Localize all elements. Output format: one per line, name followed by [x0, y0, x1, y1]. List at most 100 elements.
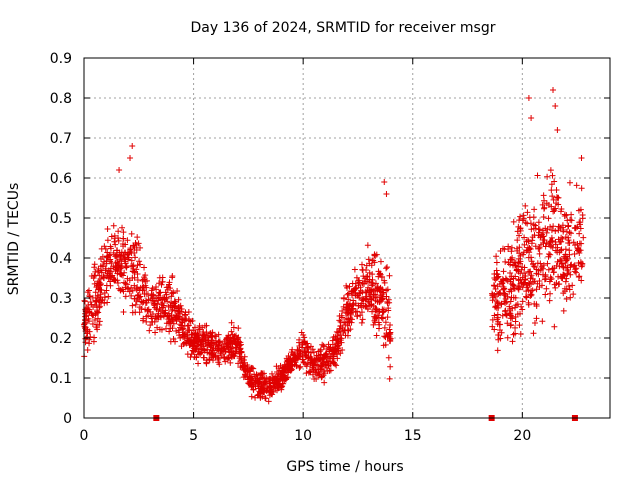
- data-point: [330, 334, 337, 341]
- data-point: [192, 347, 199, 354]
- data-point: [501, 285, 508, 292]
- data-point: [278, 367, 285, 374]
- data-point: [578, 263, 585, 270]
- data-point: [563, 286, 570, 293]
- data-point: [512, 324, 519, 331]
- data-point: [113, 264, 120, 271]
- data-point: [214, 345, 221, 352]
- data-point: [539, 318, 546, 325]
- data-point: [525, 299, 532, 306]
- data-point: [555, 201, 562, 208]
- data-point: [169, 273, 176, 280]
- data-point: [512, 294, 519, 301]
- data-point: [87, 333, 94, 340]
- data-point: [252, 394, 259, 401]
- data-point: [321, 352, 328, 359]
- data-point: [122, 293, 129, 300]
- data-point: [386, 299, 393, 306]
- data-point: [188, 351, 195, 358]
- data-point: [321, 379, 328, 386]
- data-point: [149, 285, 156, 292]
- data-point: [518, 303, 525, 310]
- data-point: [208, 337, 215, 344]
- data-point: [167, 320, 174, 327]
- data-point: [369, 308, 376, 315]
- data-point: [373, 306, 380, 313]
- data-point: [84, 346, 91, 353]
- data-point: [248, 373, 255, 380]
- data-point: [219, 348, 226, 355]
- data-point: [383, 191, 390, 197]
- data-point: [203, 359, 210, 366]
- data-point: [522, 293, 529, 300]
- y-tick-label: 0.8: [50, 91, 72, 107]
- data-point: [155, 310, 162, 317]
- data-point: [94, 315, 101, 322]
- data-point: [94, 308, 101, 315]
- data-point: [332, 347, 339, 354]
- data-point: [313, 375, 320, 382]
- data-point: [494, 311, 501, 318]
- data-point: [98, 299, 105, 306]
- data-point: [326, 367, 333, 374]
- data-point: [514, 228, 521, 235]
- data-point: [379, 290, 386, 297]
- data-point: [548, 187, 555, 194]
- data-point: [371, 259, 378, 266]
- data-point: [543, 229, 550, 236]
- data-point: [161, 295, 168, 302]
- data-point: [542, 243, 549, 250]
- data-point: [208, 354, 215, 361]
- data-point: [203, 322, 210, 329]
- data-point: [345, 296, 352, 303]
- data-point: [522, 202, 529, 209]
- data-point: [107, 243, 114, 250]
- data-point: [530, 225, 537, 232]
- data-point: [492, 286, 499, 293]
- data-point: [509, 281, 516, 288]
- data-point: [190, 342, 197, 349]
- data-point: [345, 306, 352, 313]
- data-point: [163, 284, 170, 291]
- data-point: [354, 308, 361, 315]
- data-point: [554, 258, 561, 265]
- data-point: [102, 267, 109, 274]
- data-point: [533, 315, 540, 322]
- data-point: [234, 340, 241, 347]
- data-point: [369, 271, 376, 278]
- data-point: [540, 213, 547, 220]
- data-point: [228, 319, 235, 326]
- data-point: [99, 262, 106, 269]
- data-point: [136, 304, 143, 311]
- y-tick-label: 0.3: [50, 291, 72, 307]
- data-point: [134, 276, 141, 283]
- data-point: [108, 233, 115, 240]
- data-point: [366, 299, 373, 306]
- data-point: [90, 338, 97, 345]
- data-point: [537, 241, 544, 248]
- data-point: [352, 309, 359, 316]
- data-point: [516, 232, 523, 239]
- data-point: [334, 336, 341, 343]
- data-point: [535, 245, 542, 252]
- data-point: [175, 296, 182, 303]
- data-point: [180, 316, 187, 323]
- data-point: [547, 167, 554, 174]
- data-point: [521, 234, 528, 241]
- data-point: [528, 291, 535, 298]
- data-point: [159, 308, 166, 315]
- data-point: [147, 322, 154, 329]
- data-point: [491, 282, 498, 289]
- data-point: [284, 364, 291, 371]
- data-point: [516, 284, 523, 291]
- data-point: [546, 297, 553, 304]
- data-point: [141, 291, 148, 298]
- data-point: [238, 348, 245, 355]
- data-point: [559, 235, 566, 242]
- data-point: [341, 319, 348, 326]
- data-point: [82, 316, 89, 323]
- data-point: [119, 286, 126, 293]
- data-point: [158, 296, 165, 303]
- data-point: [200, 346, 207, 353]
- data-point: [336, 325, 343, 332]
